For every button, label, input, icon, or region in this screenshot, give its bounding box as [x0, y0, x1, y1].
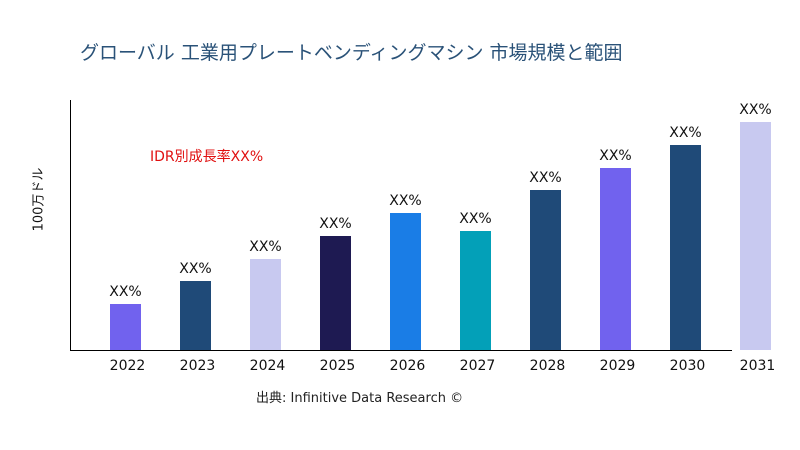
x-tick-label-2030: 2030	[670, 358, 706, 374]
bar-2029	[600, 168, 631, 350]
bar-2023	[180, 281, 211, 350]
x-tick-label-2027: 2027	[460, 358, 496, 374]
data-label-2027: XX%	[459, 211, 491, 227]
data-label-2026: XX%	[389, 193, 421, 209]
x-tick-label-2022: 2022	[110, 358, 146, 374]
data-label-2025: XX%	[319, 216, 351, 232]
bar-2030	[670, 145, 701, 350]
data-label-2029: XX%	[599, 148, 631, 164]
bar-2024	[250, 259, 281, 350]
data-label-2024: XX%	[249, 239, 281, 255]
bar-2026	[390, 213, 421, 350]
bar-2027	[460, 231, 491, 350]
x-tick-label-2023: 2023	[180, 358, 216, 374]
x-tick-label-2031: 2031	[740, 358, 776, 374]
cagr-annotation: IDR別成長率XX%	[150, 149, 264, 165]
x-tick-label-2024: 2024	[250, 358, 286, 374]
bar-2031	[740, 122, 771, 350]
x-tick-label-2025: 2025	[320, 358, 356, 374]
data-label-2031: XX%	[739, 102, 771, 118]
data-label-2028: XX%	[529, 170, 561, 186]
x-tick-label-2029: 2029	[600, 358, 636, 374]
bar-2025	[320, 236, 351, 350]
data-label-2023: XX%	[179, 261, 211, 277]
source-note: 出典: Infinitive Data Research ©	[256, 391, 464, 406]
data-label-2022: XX%	[109, 284, 141, 300]
bar-2028	[530, 190, 561, 350]
x-tick-label-2028: 2028	[530, 358, 566, 374]
data-label-2030: XX%	[669, 125, 701, 141]
bar-2022	[110, 304, 141, 350]
chart-title: グローバル 工業用プレートベンディングマシン 市場規模と範囲	[80, 42, 623, 64]
x-tick-label-2026: 2026	[390, 358, 426, 374]
